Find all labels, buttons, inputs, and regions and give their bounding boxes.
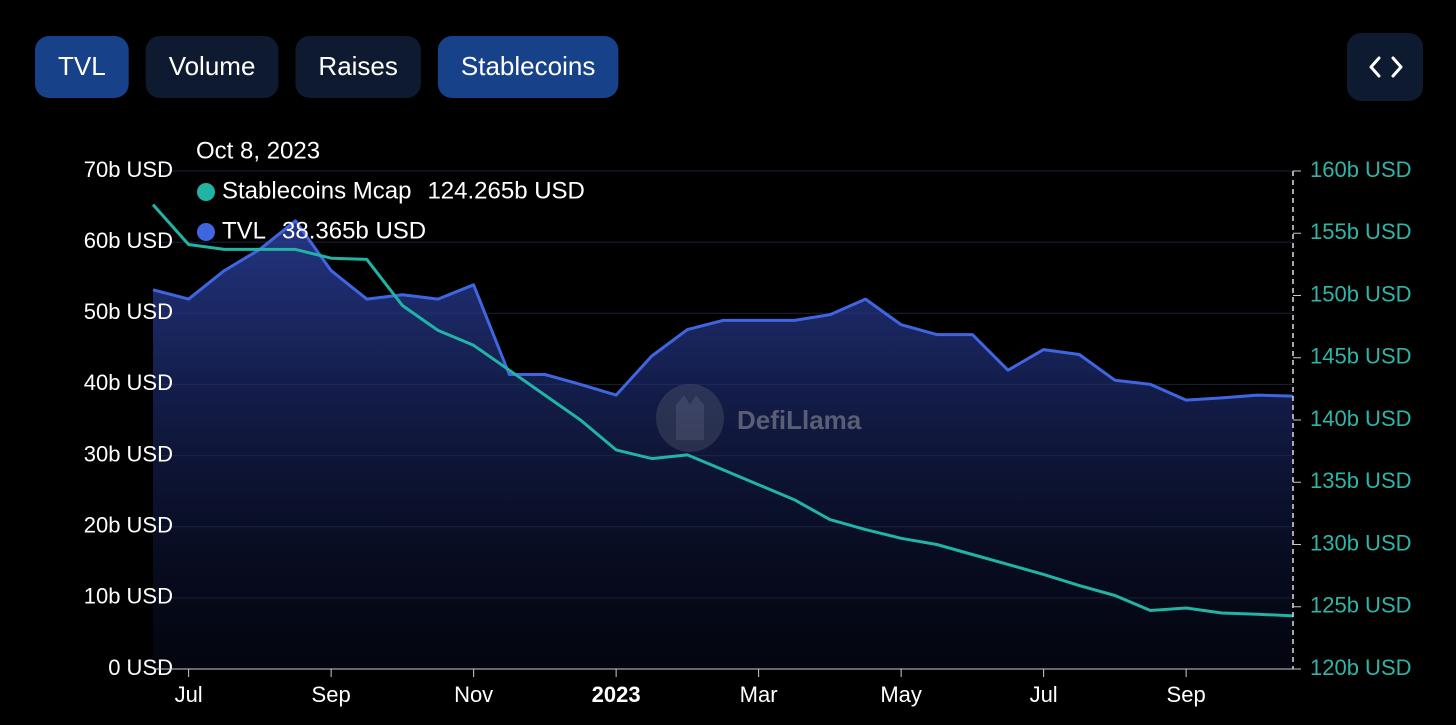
y-tick-label: 10b USD <box>84 584 173 609</box>
x-tick-label: 2023 <box>592 682 641 707</box>
tab-bar: TVL Volume Raises Stablecoins <box>35 36 619 98</box>
tooltip-value: 124.265b USD <box>427 177 584 204</box>
x-tick-label: Jul <box>1030 682 1058 707</box>
area <box>153 220 1293 670</box>
y-tick-label: 20b USD <box>84 513 173 538</box>
tab-label[interactable]: Volume <box>169 51 256 81</box>
legend-swatch <box>197 183 215 201</box>
x-tick-label: Jul <box>175 682 203 707</box>
y2-tick-label: 130b USD <box>1310 530 1412 555</box>
tooltip-value: 38.365b USD <box>282 217 426 244</box>
y-tick-label: 50b USD <box>84 299 173 324</box>
legend-label: TVL <box>222 217 266 244</box>
x-tick-label: Mar <box>740 682 778 707</box>
tab-label[interactable]: TVL <box>58 51 106 81</box>
y-tick-label: 0 USD <box>108 655 173 680</box>
x-tick-label: Sep <box>1167 682 1206 707</box>
embed-button[interactable] <box>1347 33 1423 101</box>
watermark-logo <box>656 384 724 452</box>
legend-swatch <box>197 223 215 241</box>
tooltip: Oct 8, 2023 Stablecoins Mcap 124.265b USD… <box>196 137 585 244</box>
y2-tick-label: 155b USD <box>1310 219 1412 244</box>
y2-tick-label: 120b USD <box>1310 655 1412 680</box>
x-tick-label: Nov <box>454 682 493 707</box>
watermark: DefiLlama <box>737 405 862 435</box>
y-tick-label: 40b USD <box>84 370 173 395</box>
x-tick-label: Sep <box>312 682 351 707</box>
tab-background[interactable] <box>437 36 619 98</box>
y-tick-label: 70b USD <box>84 157 173 182</box>
tab[interactable]: Stablecoins <box>437 36 619 98</box>
y-tick-label: 30b USD <box>84 441 173 466</box>
tab[interactable]: TVL <box>35 36 129 98</box>
line <box>152 219 1294 402</box>
tab-background[interactable] <box>35 36 129 98</box>
y2-tick-label: 135b USD <box>1310 468 1412 493</box>
line <box>151 203 1294 618</box>
plot-area <box>151 170 1294 670</box>
y2-tick-label: 140b USD <box>1310 406 1412 431</box>
y-tick-label: 60b USD <box>84 228 173 253</box>
y2-tick-label: 150b USD <box>1310 281 1412 306</box>
tab-background[interactable] <box>295 36 421 98</box>
tab-background[interactable] <box>145 36 279 98</box>
tab-label[interactable]: Raises <box>318 51 397 81</box>
legend-label: Stablecoins Mcap <box>222 177 411 204</box>
tab-label[interactable]: Stablecoins <box>461 51 595 81</box>
y2-tick-label: 145b USD <box>1310 344 1412 369</box>
tab[interactable]: Raises <box>295 36 421 98</box>
tooltip-date: Oct 8, 2023 <box>196 137 320 164</box>
x-tick-label: May <box>880 682 922 707</box>
tab[interactable]: Volume <box>145 36 279 98</box>
y2-tick-label: 125b USD <box>1310 593 1412 618</box>
y2-tick-label: 160b USD <box>1310 157 1412 182</box>
